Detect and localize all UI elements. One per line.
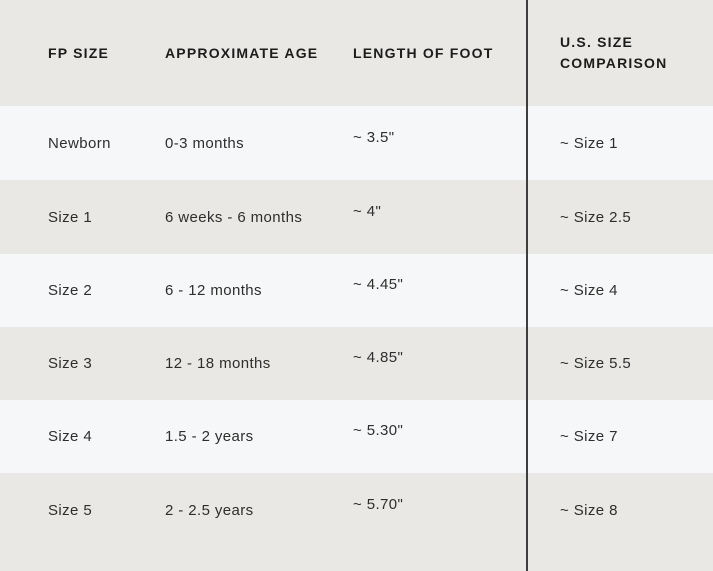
column-header-approximate-age: APPROXIMATE AGE — [165, 45, 319, 61]
cell-length-of-foot: ~ 5.70" — [353, 495, 404, 513]
table-header-row: FP SIZE APPROXIMATE AGE LENGTH OF FOOT U… — [0, 0, 713, 106]
cell-fp-size: Newborn — [48, 134, 111, 152]
cell-length-of-foot: ~ 4.45" — [353, 276, 404, 293]
table-row-size-2: Size 2 6 - 12 months ~ 4.45" ~ Size 4 — [0, 254, 713, 327]
cell-length-of-foot: ~ 4" — [353, 202, 382, 220]
cell-us-size: ~ Size 8 — [560, 501, 618, 519]
cell-fp-size: Size 1 — [48, 208, 93, 226]
cell-approximate-age: 6 - 12 months — [165, 282, 262, 299]
cell-us-size: ~ Size 2.5 — [560, 208, 632, 226]
cell-length-of-foot: ~ 4.85" — [353, 349, 404, 366]
cell-approximate-age: 1.5 - 2 years — [165, 428, 254, 445]
cell-fp-size: Size 5 — [48, 501, 93, 519]
cell-fp-size: Size 2 — [48, 282, 93, 299]
column-header-us-size-comparison: U.S. SIZE COMPARISON — [527, 32, 713, 74]
cell-us-size: ~ Size 4 — [560, 282, 618, 299]
table-row-newborn: Newborn 0-3 months ~ 3.5" ~ Size 1 — [0, 106, 713, 180]
cell-approximate-age: 12 - 18 months — [165, 355, 271, 372]
column-header-length-of-foot: LENGTH OF FOOT — [353, 45, 494, 61]
table-row-size-1: Size 1 6 weeks - 6 months ~ 4" ~ Size 2.… — [0, 180, 713, 254]
table-row-size-5: Size 5 2 - 2.5 years ~ 5.70" ~ Size 8 — [0, 473, 713, 571]
cell-approximate-age: 0-3 months — [165, 134, 245, 152]
column-divider-line — [526, 0, 528, 571]
cell-length-of-foot: ~ 5.30" — [353, 422, 404, 439]
cell-us-size: ~ Size 5.5 — [560, 355, 632, 372]
cell-fp-size: Size 3 — [48, 355, 93, 372]
column-header-fp-size: FP SIZE — [48, 45, 110, 61]
cell-length-of-foot: ~ 3.5" — [353, 128, 395, 146]
table-row-size-3: Size 3 12 - 18 months ~ 4.85" ~ Size 5.5 — [0, 327, 713, 400]
table-row-size-4: Size 4 1.5 - 2 years ~ 5.30" ~ Size 7 — [0, 400, 713, 473]
cell-approximate-age: 2 - 2.5 years — [165, 501, 254, 519]
cell-us-size: ~ Size 1 — [560, 134, 618, 152]
cell-us-size: ~ Size 7 — [560, 428, 618, 445]
cell-approximate-age: 6 weeks - 6 months — [165, 208, 303, 226]
column-header-us-size-comparison-label: U.S. SIZE COMPARISON — [560, 34, 668, 71]
cell-fp-size: Size 4 — [48, 428, 93, 445]
